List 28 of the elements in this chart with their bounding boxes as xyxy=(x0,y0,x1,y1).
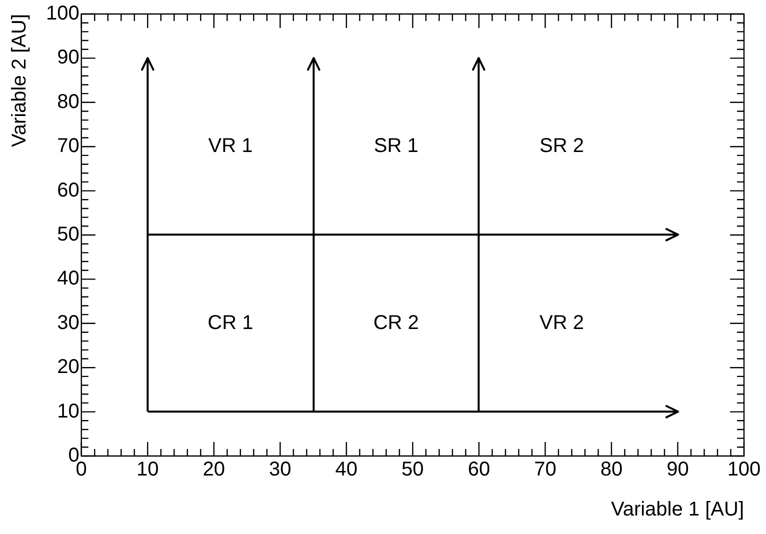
x-axis-title: Variable 1 [AU] xyxy=(610,498,744,521)
annotation: CR 2 xyxy=(373,312,419,334)
x-tick-label: 70 xyxy=(534,458,556,481)
y-axis-title: Variable 2 [AU] xyxy=(8,14,31,148)
y-tick-label: 20 xyxy=(57,356,80,378)
x-tick-label: 60 xyxy=(468,458,490,481)
y-tick-label: 30 xyxy=(57,312,80,334)
y-tick-label: 50 xyxy=(57,224,80,246)
y-tick-label: 100 xyxy=(46,2,80,25)
x-tick-label: 80 xyxy=(600,458,623,481)
y-tick-label: 10 xyxy=(57,400,80,422)
annotation: VR 1 xyxy=(208,135,253,158)
x-tick-label: 50 xyxy=(402,458,424,481)
annotation: CR 1 xyxy=(208,312,254,334)
x-tick-label: 30 xyxy=(269,458,292,481)
x-tick-label: 90 xyxy=(666,458,689,481)
annotation: VR 2 xyxy=(540,312,584,334)
annotation: SR 2 xyxy=(540,135,584,158)
y-tick-label: 70 xyxy=(57,135,80,158)
x-tick-label: 40 xyxy=(335,458,358,481)
x-tick-label: 20 xyxy=(202,458,226,481)
y-tick-label: 90 xyxy=(57,46,80,69)
y-tick-label: 40 xyxy=(57,268,80,290)
y-tick-label: 60 xyxy=(57,179,80,202)
x-tick-label: 100 xyxy=(727,458,761,481)
y-tick-label: 80 xyxy=(57,90,80,113)
annotation: SR 1 xyxy=(374,135,418,158)
x-tick-label: 10 xyxy=(136,458,159,481)
